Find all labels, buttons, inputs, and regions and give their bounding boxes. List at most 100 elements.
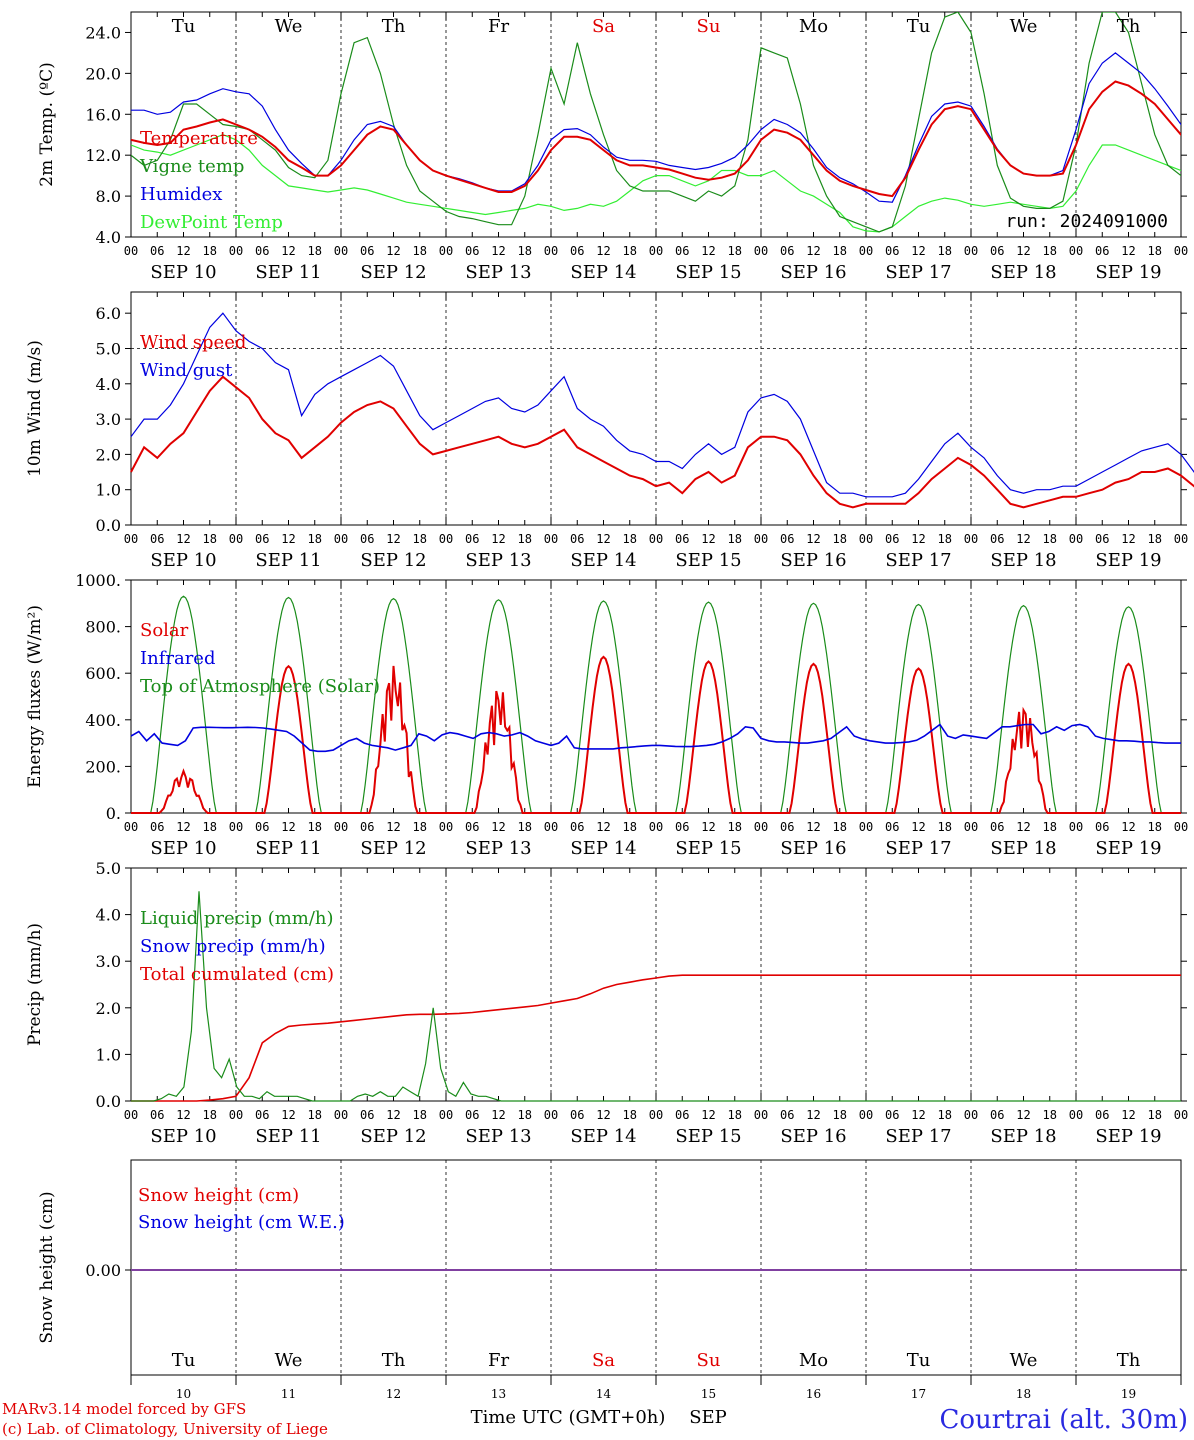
hour-tick-label: 00 xyxy=(544,1108,558,1122)
hour-tick-label: 00 xyxy=(754,244,768,258)
hour-tick-label: 18 xyxy=(938,532,952,546)
hour-tick-label: 06 xyxy=(780,1108,794,1122)
hour-tick-label: 00 xyxy=(544,820,558,834)
hour-tick-label: 00 xyxy=(964,1108,978,1122)
hour-tick-label: 18 xyxy=(1043,820,1057,834)
hour-tick-label: 12 xyxy=(281,244,295,258)
hour-tick-label: 00 xyxy=(964,820,978,834)
legend-entry: Wind speed xyxy=(140,332,246,353)
hour-tick-label: 00 xyxy=(124,1108,138,1122)
hour-tick-label: 00 xyxy=(1069,244,1083,258)
date-label: SEP 16 xyxy=(780,838,846,859)
hour-tick-label: 06 xyxy=(360,1108,374,1122)
x-axis-month: SEP xyxy=(689,1407,727,1428)
date-label: SEP 16 xyxy=(780,1126,846,1147)
series-cumul-line xyxy=(131,974,1181,1102)
hour-tick-label: 18 xyxy=(938,820,952,834)
hour-tick-label: 00 xyxy=(334,1108,348,1122)
date-label: SEP 18 xyxy=(990,262,1056,283)
hour-tick-label: 06 xyxy=(990,1108,1004,1122)
panel-2: 0.0 1.0 2.0 3.0 4.0 5.0 6.0 10m Wind (m/s) 00 06 1… xyxy=(25,291,1194,571)
hour-tick-label: 00 xyxy=(649,1108,663,1122)
day-number-label: 18 xyxy=(1016,1387,1031,1401)
hour-tick-label: 06 xyxy=(990,820,1004,834)
hour-tick-label: 12 xyxy=(491,820,505,834)
date-label: SEP 19 xyxy=(1095,550,1161,571)
hour-tick-label: 00 xyxy=(1174,820,1188,834)
hour-tick-label: 12 xyxy=(806,244,820,258)
y-tick-label: 5.0 xyxy=(96,859,121,878)
hour-tick-label: 06 xyxy=(1095,820,1109,834)
date-label: SEP 10 xyxy=(150,550,216,571)
hour-tick-label: 06 xyxy=(885,532,899,546)
date-label: SEP 18 xyxy=(990,550,1056,571)
y-tick-label: 1.0 xyxy=(96,1045,121,1064)
y-tick-label: 600. xyxy=(85,664,121,683)
hour-tick-label: 18 xyxy=(1043,532,1057,546)
hour-tick-label: 18 xyxy=(623,1108,637,1122)
date-label: SEP 13 xyxy=(465,262,531,283)
day-number-label: 17 xyxy=(911,1387,926,1401)
hour-tick-label: 00 xyxy=(1174,244,1188,258)
hour-tick-label: 00 xyxy=(859,532,873,546)
hour-tick-label: 12 xyxy=(386,244,400,258)
weekday-label: Su xyxy=(697,16,721,37)
panel-1: 4.0 8.0 12.0 16.0 20.0 24.0 2m Temp. (ºC) 00 06 1… xyxy=(37,11,1188,283)
hour-tick-label: 06 xyxy=(150,532,164,546)
hour-tick-label: 00 xyxy=(229,1108,243,1122)
hour-tick-label: 00 xyxy=(1069,532,1083,546)
hour-tick-label: 00 xyxy=(124,532,138,546)
hour-tick-label: 12 xyxy=(701,244,715,258)
hour-tick-label: 18 xyxy=(833,532,847,546)
y-tick-label: 400. xyxy=(85,711,121,730)
hour-tick-label: 18 xyxy=(623,532,637,546)
hour-tick-label: 12 xyxy=(176,820,190,834)
hour-tick-label: 18 xyxy=(623,244,637,258)
date-label: SEP 16 xyxy=(780,550,846,571)
hour-tick-label: 06 xyxy=(465,1108,479,1122)
hour-tick-label: 06 xyxy=(780,820,794,834)
hour-tick-label: 12 xyxy=(911,532,925,546)
hour-tick-label: 06 xyxy=(1095,532,1109,546)
series-liquid-line xyxy=(131,891,1181,1102)
date-label: SEP 19 xyxy=(1095,262,1161,283)
weekday-label: Mo xyxy=(799,1350,828,1371)
hour-tick-label: 12 xyxy=(491,1108,505,1122)
hour-tick-label: 00 xyxy=(1174,532,1188,546)
hour-tick-label: 18 xyxy=(1148,820,1162,834)
hour-tick-label: 18 xyxy=(413,1108,427,1122)
hour-tick-label: 12 xyxy=(1121,532,1135,546)
hour-tick-label: 12 xyxy=(596,1108,610,1122)
y-axis-label: Snow height (cm) xyxy=(37,1191,57,1343)
y-tick-label: 4.0 xyxy=(96,228,121,247)
hour-tick-label: 18 xyxy=(518,820,532,834)
hour-tick-label: 00 xyxy=(334,820,348,834)
legend-entry: Total cumulated (cm) xyxy=(140,964,334,985)
hour-tick-label: 12 xyxy=(1121,244,1135,258)
date-label: SEP 19 xyxy=(1095,1126,1161,1147)
date-label: SEP 14 xyxy=(570,262,636,283)
panel-5: 0.00 Snow height (cm) Snow height (cm) Snow… xyxy=(37,1159,1187,1401)
hour-tick-label: 06 xyxy=(570,244,584,258)
hour-tick-label: 06 xyxy=(150,244,164,258)
hour-tick-label: 00 xyxy=(964,532,978,546)
credit-line-1: MARv3.14 model forced by GFS xyxy=(2,1400,246,1418)
date-label: SEP 17 xyxy=(885,262,951,283)
y-axis-label: 10m Wind (m/s) xyxy=(25,340,45,477)
y-tick-label: 20.0 xyxy=(85,64,121,83)
hour-tick-label: 12 xyxy=(176,532,190,546)
hour-tick-label: 18 xyxy=(1148,532,1162,546)
hour-tick-label: 00 xyxy=(334,532,348,546)
day-number-label: 11 xyxy=(281,1387,296,1401)
day-number-label: 16 xyxy=(806,1387,821,1401)
hour-tick-label: 00 xyxy=(229,532,243,546)
hour-tick-label: 12 xyxy=(386,1108,400,1122)
y-tick-label: 800. xyxy=(85,618,121,637)
y-tick-label: 6.0 xyxy=(96,304,121,323)
hour-tick-label: 12 xyxy=(701,532,715,546)
hour-tick-label: 12 xyxy=(911,1108,925,1122)
y-axis-label: Energy fluxes (W/m²) xyxy=(25,605,45,788)
legend-entry: DewPoint Temp xyxy=(140,212,283,233)
date-label: SEP 10 xyxy=(150,838,216,859)
hour-tick-label: 18 xyxy=(1148,244,1162,258)
